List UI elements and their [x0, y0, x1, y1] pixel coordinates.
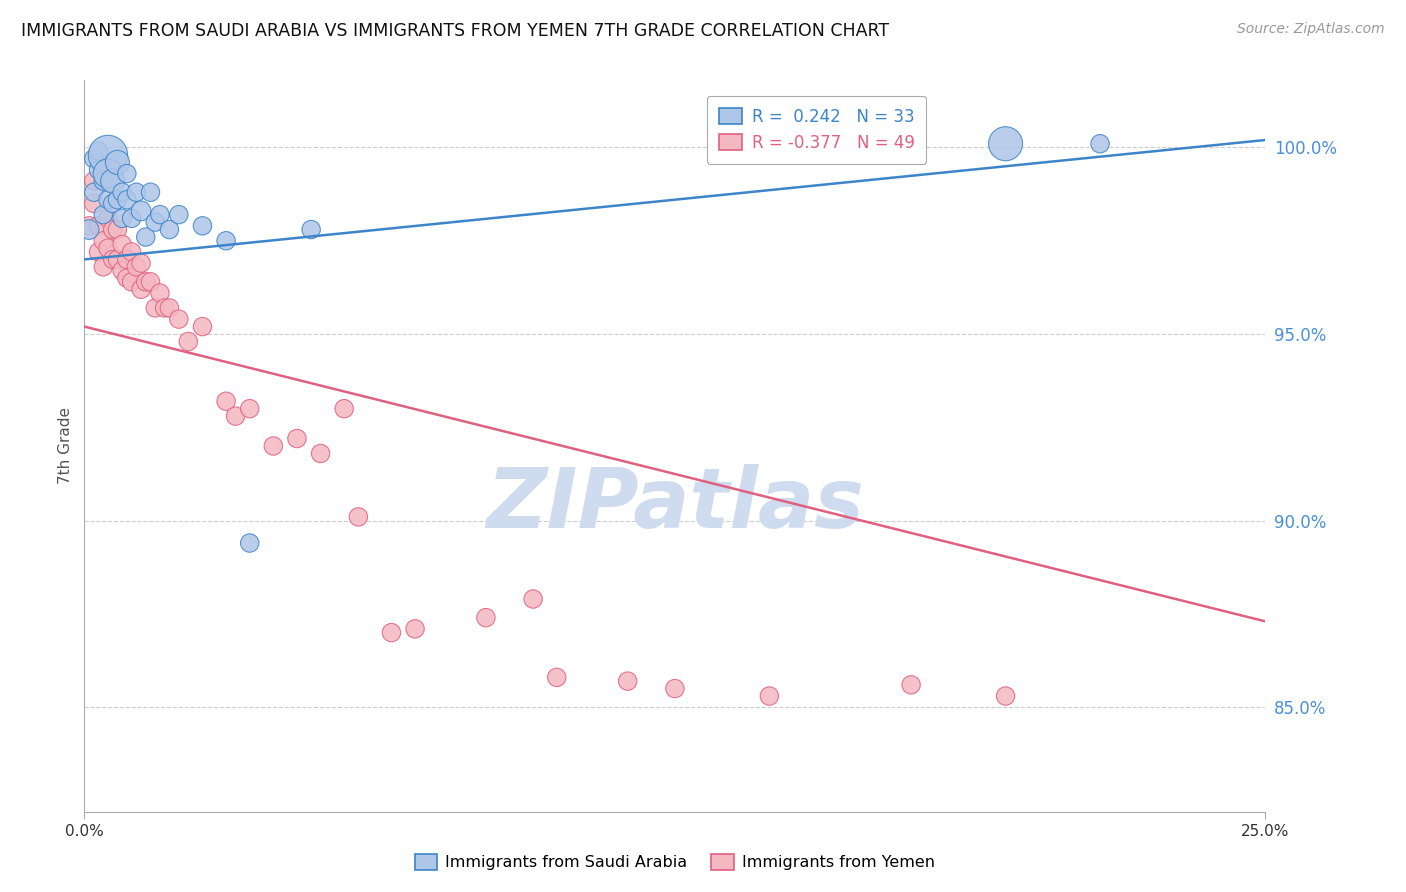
Point — [191, 219, 214, 233]
Point — [139, 186, 162, 200]
Point — [101, 252, 124, 267]
Point — [157, 222, 180, 236]
Point — [143, 215, 166, 229]
Point — [77, 222, 100, 236]
Point — [167, 312, 190, 326]
Point — [115, 252, 138, 267]
Point — [347, 509, 370, 524]
Point — [97, 193, 120, 207]
Point — [177, 334, 200, 349]
Point — [285, 432, 308, 446]
Point — [83, 152, 105, 166]
Point — [475, 610, 498, 624]
Point — [191, 319, 214, 334]
Point — [121, 275, 143, 289]
Point — [83, 196, 105, 211]
Point — [97, 211, 120, 226]
Point — [87, 244, 110, 259]
Point — [97, 241, 120, 255]
Legend: Immigrants from Saudi Arabia, Immigrants from Yemen: Immigrants from Saudi Arabia, Immigrants… — [409, 848, 941, 877]
Point — [129, 256, 152, 270]
Point — [149, 285, 172, 300]
Point — [91, 208, 114, 222]
Point — [111, 237, 134, 252]
Point — [111, 211, 134, 226]
Point — [153, 301, 176, 315]
Point — [129, 282, 152, 296]
Point — [121, 211, 143, 226]
Point — [97, 167, 120, 181]
Point — [83, 174, 105, 188]
Point — [115, 193, 138, 207]
Point — [101, 196, 124, 211]
Y-axis label: 7th Grade: 7th Grade — [58, 408, 73, 484]
Point — [758, 689, 780, 703]
Point — [664, 681, 686, 696]
Point — [91, 260, 114, 274]
Point — [239, 536, 262, 550]
Point — [107, 193, 129, 207]
Point — [115, 271, 138, 285]
Point — [83, 186, 105, 200]
Text: IMMIGRANTS FROM SAUDI ARABIA VS IMMIGRANTS FROM YEMEN 7TH GRADE CORRELATION CHAR: IMMIGRANTS FROM SAUDI ARABIA VS IMMIGRAN… — [21, 22, 889, 40]
Point — [546, 670, 568, 684]
Point — [111, 186, 134, 200]
Point — [115, 167, 138, 181]
Point — [125, 260, 148, 274]
Point — [87, 219, 110, 233]
Point — [97, 148, 120, 162]
Point — [215, 234, 238, 248]
Point — [239, 401, 262, 416]
Point — [143, 301, 166, 315]
Point — [87, 144, 110, 158]
Point — [380, 625, 402, 640]
Point — [149, 208, 172, 222]
Point — [107, 252, 129, 267]
Point — [101, 222, 124, 236]
Point — [91, 234, 114, 248]
Point — [87, 162, 110, 177]
Point — [121, 244, 143, 259]
Point — [111, 263, 134, 277]
Point — [404, 622, 426, 636]
Point — [129, 203, 152, 218]
Point — [994, 136, 1017, 151]
Point — [522, 592, 544, 607]
Point — [994, 689, 1017, 703]
Point — [225, 409, 247, 424]
Text: Source: ZipAtlas.com: Source: ZipAtlas.com — [1237, 22, 1385, 37]
Point — [215, 394, 238, 409]
Point — [299, 222, 322, 236]
Point — [77, 219, 100, 233]
Point — [107, 222, 129, 236]
Point — [167, 208, 190, 222]
Point — [107, 155, 129, 169]
Point — [125, 186, 148, 200]
Point — [139, 275, 162, 289]
Text: ZIPatlas: ZIPatlas — [486, 464, 863, 545]
Point — [135, 275, 157, 289]
Point — [333, 401, 356, 416]
Point — [262, 439, 284, 453]
Point — [616, 674, 638, 689]
Point — [91, 174, 114, 188]
Point — [101, 174, 124, 188]
Point — [900, 678, 922, 692]
Point — [157, 301, 180, 315]
Point — [135, 230, 157, 244]
Point — [1088, 136, 1111, 151]
Point — [309, 446, 332, 460]
